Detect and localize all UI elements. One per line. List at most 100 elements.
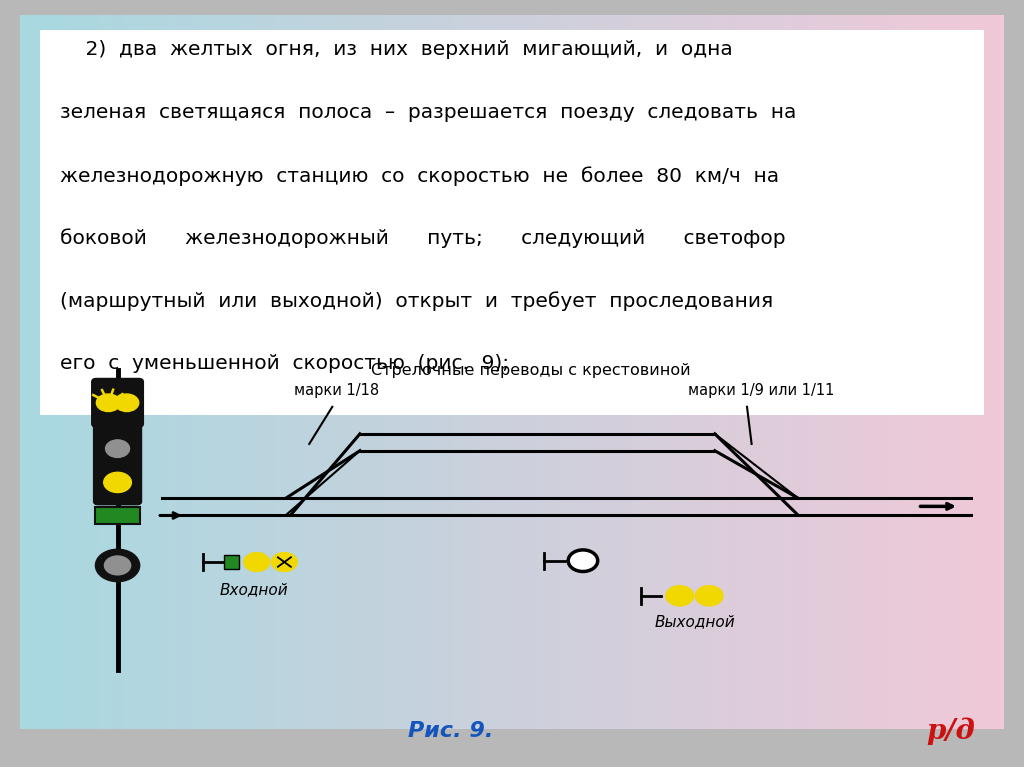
Bar: [148, 15, 154, 729]
Bar: [610, 15, 615, 729]
Bar: [173, 15, 178, 729]
Bar: [119, 15, 124, 729]
Bar: [217, 15, 222, 729]
Bar: [831, 15, 837, 729]
Bar: [670, 15, 674, 729]
Text: марки 1/18: марки 1/18: [294, 384, 380, 398]
Bar: [684, 15, 689, 729]
Bar: [419, 15, 424, 729]
Bar: [26, 15, 31, 729]
Bar: [453, 15, 458, 729]
Bar: [463, 15, 468, 729]
Bar: [782, 15, 787, 729]
Bar: [354, 15, 359, 729]
Bar: [389, 15, 394, 729]
Bar: [861, 15, 866, 729]
Bar: [212, 15, 217, 729]
Bar: [537, 15, 542, 729]
Bar: [649, 15, 654, 729]
Bar: [20, 15, 26, 729]
Bar: [910, 15, 915, 729]
Bar: [414, 15, 419, 729]
Bar: [856, 15, 861, 729]
Bar: [493, 15, 498, 729]
FancyBboxPatch shape: [92, 378, 143, 427]
Circle shape: [666, 586, 693, 606]
Bar: [286, 15, 291, 729]
Bar: [596, 15, 600, 729]
Bar: [449, 15, 453, 729]
Text: Рис. 9.: Рис. 9.: [408, 721, 494, 741]
Bar: [227, 15, 231, 729]
Bar: [630, 15, 635, 729]
Bar: [198, 15, 203, 729]
Bar: [689, 15, 694, 729]
Bar: [291, 15, 296, 729]
Bar: [581, 15, 586, 729]
Bar: [965, 15, 969, 729]
Bar: [969, 15, 974, 729]
Bar: [615, 15, 621, 729]
Bar: [65, 15, 70, 729]
Bar: [772, 15, 777, 729]
Bar: [178, 15, 182, 729]
Bar: [31, 15, 35, 729]
Bar: [621, 15, 625, 729]
Bar: [365, 15, 370, 729]
Bar: [674, 15, 679, 729]
Bar: [168, 15, 173, 729]
Bar: [75, 15, 80, 729]
Bar: [375, 15, 379, 729]
Bar: [826, 15, 831, 729]
Bar: [40, 15, 45, 729]
Bar: [891, 15, 895, 729]
Bar: [517, 15, 522, 729]
Bar: [512, 15, 517, 729]
Circle shape: [115, 394, 139, 412]
Bar: [998, 15, 1004, 729]
Text: марки 1/9 или 1/11: марки 1/9 или 1/11: [688, 384, 834, 398]
Bar: [915, 15, 920, 729]
Bar: [817, 15, 821, 729]
Bar: [138, 15, 143, 729]
Bar: [665, 15, 670, 729]
Bar: [468, 15, 473, 729]
Bar: [70, 15, 75, 729]
Bar: [605, 15, 610, 729]
Bar: [266, 15, 271, 729]
Bar: [242, 15, 247, 729]
Circle shape: [103, 555, 131, 575]
Bar: [95, 508, 139, 524]
Bar: [305, 15, 310, 729]
Bar: [753, 15, 758, 729]
Bar: [296, 15, 301, 729]
Bar: [409, 15, 414, 729]
Bar: [954, 15, 959, 729]
Bar: [851, 15, 856, 729]
Bar: [586, 15, 591, 729]
Bar: [763, 15, 768, 729]
Bar: [473, 15, 477, 729]
Bar: [428, 15, 433, 729]
Bar: [566, 15, 571, 729]
Bar: [335, 15, 340, 729]
Bar: [575, 15, 581, 729]
Bar: [989, 15, 993, 729]
Bar: [870, 15, 876, 729]
Bar: [256, 15, 261, 729]
Bar: [551, 15, 556, 729]
Bar: [310, 15, 315, 729]
Text: его  с  уменьшенной  скоростью  (рис.  9);: его с уменьшенной скоростью (рис. 9);: [59, 354, 509, 374]
Bar: [905, 15, 910, 729]
Bar: [231, 15, 237, 729]
Bar: [403, 15, 409, 729]
Bar: [654, 15, 659, 729]
FancyBboxPatch shape: [93, 423, 141, 505]
Bar: [821, 15, 826, 729]
Bar: [133, 15, 138, 729]
Bar: [222, 15, 227, 729]
Bar: [45, 15, 50, 729]
Bar: [635, 15, 640, 729]
Bar: [384, 15, 389, 729]
Bar: [359, 15, 365, 729]
